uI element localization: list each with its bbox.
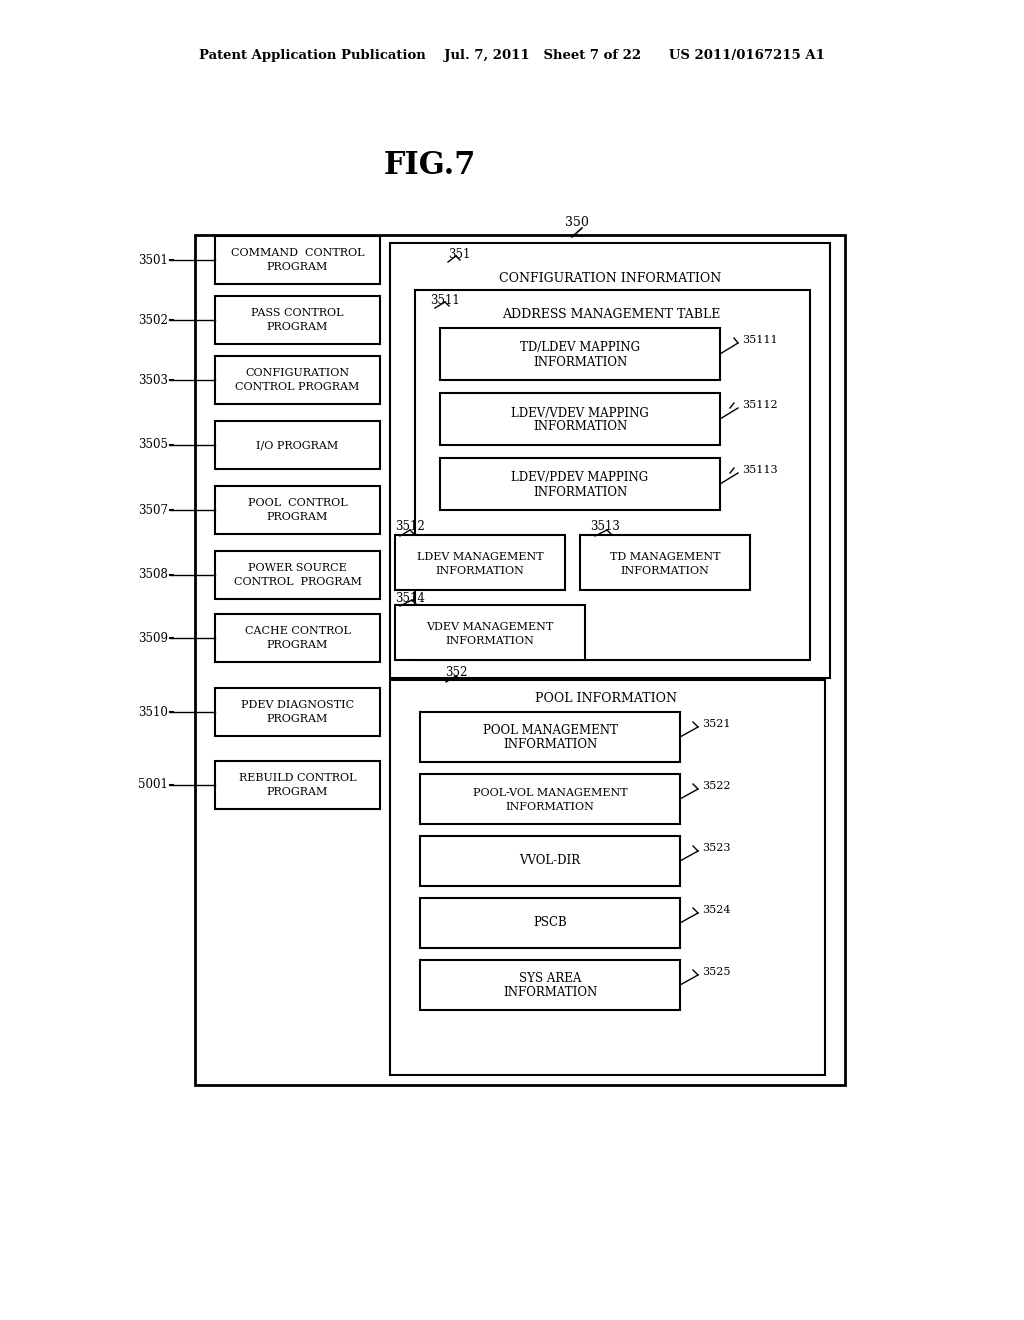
Text: PASS CONTROL: PASS CONTROL [251,308,344,318]
Text: INFORMATION: INFORMATION [532,355,627,368]
Text: INFORMATION: INFORMATION [532,486,627,499]
Text: SYS AREA: SYS AREA [519,973,582,986]
Text: POWER SOURCE: POWER SOURCE [248,564,347,573]
Text: POOL INFORMATION: POOL INFORMATION [535,692,677,705]
Bar [215,296,380,345]
Text: 35113: 35113 [742,465,777,475]
Text: PROGRAM: PROGRAM [267,261,328,272]
Text: PDEV DIAGNOSTIC: PDEV DIAGNOSTIC [241,700,354,710]
Text: PROGRAM: PROGRAM [267,714,328,723]
Text: 3522: 3522 [702,781,730,791]
Text: 3512: 3512 [395,520,425,533]
Text: 35112: 35112 [742,400,777,411]
Text: ADDRESS MANAGEMENT TABLE: ADDRESS MANAGEMENT TABLE [502,309,720,322]
Bar [215,236,380,284]
Text: 3514: 3514 [395,591,425,605]
Bar [420,836,680,886]
Text: 3521: 3521 [702,719,730,729]
Bar [415,290,810,660]
Bar [420,898,680,948]
Text: 3501: 3501 [138,253,168,267]
Bar [395,605,585,660]
Text: 35111: 35111 [742,335,777,345]
Text: PSCB: PSCB [534,916,567,929]
Text: POOL MANAGEMENT: POOL MANAGEMENT [482,725,617,738]
Bar [215,486,380,535]
Bar [440,327,720,380]
Text: 3507: 3507 [138,503,168,516]
Bar [195,235,845,1085]
Text: VVOL-DIR: VVOL-DIR [519,854,581,867]
Text: CONFIGURATION: CONFIGURATION [246,368,349,378]
Text: 3502: 3502 [138,314,168,326]
Text: 3513: 3513 [590,520,620,533]
Text: INFORMATION: INFORMATION [532,421,627,433]
Text: CONTROL  PROGRAM: CONTROL PROGRAM [233,577,361,587]
Bar [215,762,380,809]
Text: 3524: 3524 [702,906,730,915]
Text: 3523: 3523 [702,843,730,853]
Text: POOL-VOL MANAGEMENT: POOL-VOL MANAGEMENT [473,788,628,799]
Text: TD MANAGEMENT: TD MANAGEMENT [609,552,720,561]
Text: POOL  CONTROL: POOL CONTROL [248,498,347,508]
Bar [390,243,830,678]
Text: 3508: 3508 [138,569,168,582]
Text: 352: 352 [445,667,467,680]
Text: LDEV/PDEV MAPPING: LDEV/PDEV MAPPING [511,471,648,484]
Text: INFORMATION: INFORMATION [445,635,535,645]
Text: PROGRAM: PROGRAM [267,512,328,521]
Text: INFORMATION: INFORMATION [506,803,595,812]
Text: 5001: 5001 [138,779,168,792]
Bar [395,535,565,590]
Text: COMMAND  CONTROL: COMMAND CONTROL [230,248,365,257]
Bar [420,960,680,1010]
Text: 3510: 3510 [138,705,168,718]
Bar [420,774,680,824]
Text: INFORMATION: INFORMATION [503,986,597,999]
Text: CACHE CONTROL: CACHE CONTROL [245,626,350,636]
Bar [390,680,825,1074]
Text: 3511: 3511 [430,293,460,306]
Text: 3505: 3505 [138,438,168,451]
Text: REBUILD CONTROL: REBUILD CONTROL [239,774,356,783]
Bar [215,688,380,737]
Bar [440,458,720,510]
Bar [215,550,380,599]
Text: PROGRAM: PROGRAM [267,787,328,797]
Text: 3503: 3503 [138,374,168,387]
Text: LDEV MANAGEMENT: LDEV MANAGEMENT [417,552,544,561]
Bar [215,356,380,404]
Text: VDEV MANAGEMENT: VDEV MANAGEMENT [426,622,554,631]
Text: TD/LDEV MAPPING: TD/LDEV MAPPING [520,342,640,355]
Text: INFORMATION: INFORMATION [503,738,597,751]
Text: FIG.7: FIG.7 [384,149,476,181]
Text: PROGRAM: PROGRAM [267,640,328,649]
Text: PROGRAM: PROGRAM [267,322,328,333]
Text: INFORMATION: INFORMATION [621,565,710,576]
Text: CONFIGURATION INFORMATION: CONFIGURATION INFORMATION [499,272,721,285]
Text: 3509: 3509 [138,631,168,644]
Text: CONTROL PROGRAM: CONTROL PROGRAM [236,381,359,392]
Text: LDEV/VDEV MAPPING: LDEV/VDEV MAPPING [511,407,649,420]
Text: 351: 351 [449,248,470,260]
Bar [420,711,680,762]
Text: 350: 350 [565,215,589,228]
Bar [215,614,380,663]
Text: Patent Application Publication    Jul. 7, 2011   Sheet 7 of 22      US 2011/0167: Patent Application Publication Jul. 7, 2… [199,49,825,62]
Bar [440,393,720,445]
Text: I/O PROGRAM: I/O PROGRAM [256,440,339,450]
Bar [215,421,380,469]
Text: INFORMATION: INFORMATION [435,565,524,576]
Bar [580,535,750,590]
Text: 3525: 3525 [702,968,730,977]
